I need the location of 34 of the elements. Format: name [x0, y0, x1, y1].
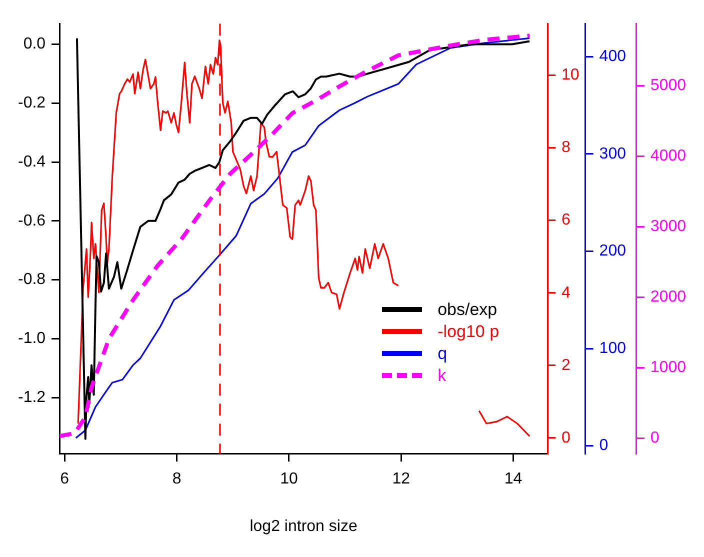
legend-label: obs/exp [438, 300, 498, 320]
y-tick-label: 0 [650, 430, 660, 446]
y2-tick-label: 2 [562, 356, 571, 374]
y3-tick-label: 300 [599, 145, 626, 162]
y3-tick-label: 100 [599, 340, 626, 357]
x-tick-label: 6 [60, 470, 70, 488]
y-tick-label: 5000 [650, 77, 686, 94]
y-tick-label: -0.8 [18, 271, 46, 288]
y-tick-label: -0.4 [18, 153, 46, 170]
legend-label: q [438, 344, 448, 364]
x-axis-title: log2 intron size [250, 518, 358, 535]
y-tick-label: -1.0 [18, 330, 46, 348]
y2-tick-label: 10 [562, 66, 580, 84]
y3-tick-label: 0 [599, 437, 608, 454]
y-tick-label: 1000 [650, 359, 686, 376]
x-tick-label: 12 [392, 470, 410, 488]
y-tick-label: -0.2 [18, 94, 46, 112]
x-tick-label: 8 [172, 470, 182, 488]
legend-label: -log10 p [438, 322, 500, 342]
y2-tick-label: 4 [562, 284, 571, 302]
y3-tick-label: 400 [599, 48, 626, 66]
y-tick-label: 2000 [650, 288, 686, 306]
y-tick-label: -0.6 [18, 212, 46, 230]
y2-tick-label: 8 [562, 139, 571, 156]
y-tick-label: 3000 [650, 218, 686, 236]
x-tick-label: 14 [504, 470, 522, 488]
x-tick-label: 10 [280, 470, 298, 488]
y3-tick-label: 200 [599, 242, 626, 260]
y-tick-label: 4000 [650, 148, 686, 165]
y2-tick-label: 6 [562, 212, 571, 229]
legend-label: k [438, 366, 446, 386]
y-tick-label: 0.0 [23, 36, 46, 53]
y-tick-label: -1.2 [18, 389, 46, 406]
y2-tick-label: 0 [562, 429, 571, 446]
